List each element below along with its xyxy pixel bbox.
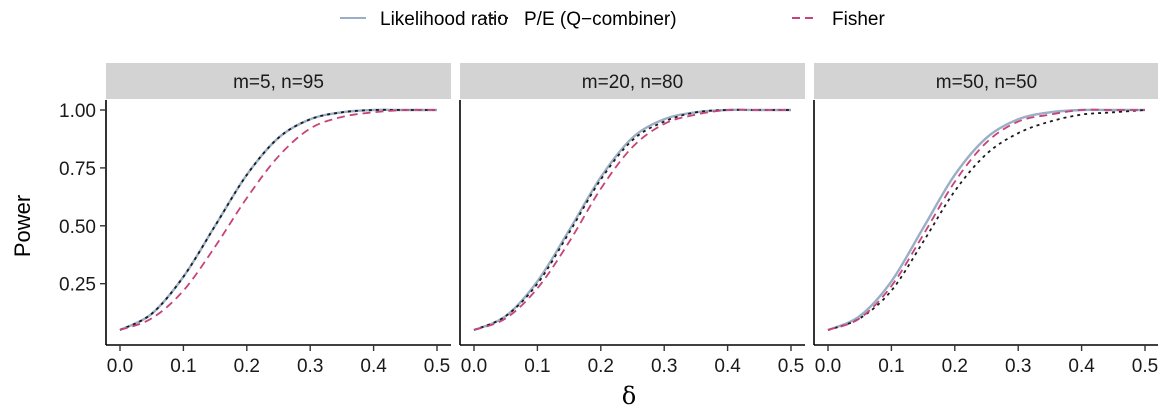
y-tick-label: 0.75 — [59, 159, 96, 180]
legend-label: P/E (Q−combiner) — [524, 9, 677, 30]
x-tick-label: 0.2 — [234, 356, 260, 377]
facet-strip — [106, 63, 451, 99]
series-line-2 — [473, 108, 791, 331]
legend-item-2: Fisher — [792, 9, 885, 30]
facet-strip — [460, 63, 805, 99]
x-tick-label: 0.5 — [1132, 356, 1158, 377]
legend-item-0: Likelihood ratio — [340, 9, 508, 30]
x-tick-label: 0.1 — [524, 356, 550, 377]
series-line-2 — [119, 108, 438, 331]
y-tick-label: 1.00 — [59, 101, 96, 122]
x-tick-label: 0.4 — [714, 356, 741, 377]
x-tick-label: 0.1 — [170, 356, 196, 377]
facet-panels: m=5, n=95 0.0 0.1 0.2 0.3 0.4 0.5 0.25 0.50 0.75 1… — [59, 63, 1158, 377]
legend-label: Likelihood ratio — [380, 9, 508, 30]
y-tick-label: 0.50 — [59, 217, 96, 238]
x-tick-label: 0.0 — [461, 356, 487, 377]
y-axis-title: Power — [10, 195, 35, 257]
series-line-2 — [827, 108, 1145, 331]
x-tick-label: 0.1 — [878, 356, 904, 377]
legend-label: Fisher — [832, 9, 885, 30]
x-tick-label: 0.3 — [1005, 356, 1031, 377]
x-tick-label: 0.5 — [778, 356, 804, 377]
panel-1: m=20, n=80 0.0 0.1 0.2 0.3 0.4 0.5 — [459, 63, 805, 377]
facet-strip-label: m=20, n=80 — [582, 72, 683, 93]
series-line-1 — [473, 108, 791, 331]
facet-strip — [814, 63, 1158, 99]
facet-strip-label: m=50, n=50 — [936, 72, 1037, 93]
x-tick-label: 0.2 — [588, 356, 614, 377]
panel-2: m=50, n=50 0.0 0.1 0.2 0.3 0.4 0.5 — [813, 63, 1158, 377]
panel-0: m=5, n=95 0.0 0.1 0.2 0.3 0.4 0.5 0.25 0.50 0.75 1… — [59, 63, 451, 377]
legend: Likelihood ratio P/E (Q−combiner) Fisher — [340, 9, 885, 30]
x-tick-label: 0.3 — [297, 356, 323, 377]
x-tick-label: 0.3 — [651, 356, 677, 377]
x-tick-label: 0.2 — [942, 356, 968, 377]
x-tick-label: 0.0 — [107, 356, 133, 377]
series-line-0 — [473, 108, 791, 332]
facet-strip-label: m=5, n=95 — [233, 72, 324, 93]
y-tick-label: 0.25 — [59, 275, 96, 296]
x-axis-title: δ — [622, 382, 636, 408]
x-tick-label: 0.4 — [360, 356, 387, 377]
legend-item-1: P/E (Q−combiner) — [484, 9, 677, 30]
series-line-1 — [119, 108, 437, 331]
x-tick-label: 0.4 — [1068, 356, 1095, 377]
x-tick-label: 0.5 — [424, 356, 450, 377]
x-tick-label: 0.0 — [815, 356, 841, 377]
